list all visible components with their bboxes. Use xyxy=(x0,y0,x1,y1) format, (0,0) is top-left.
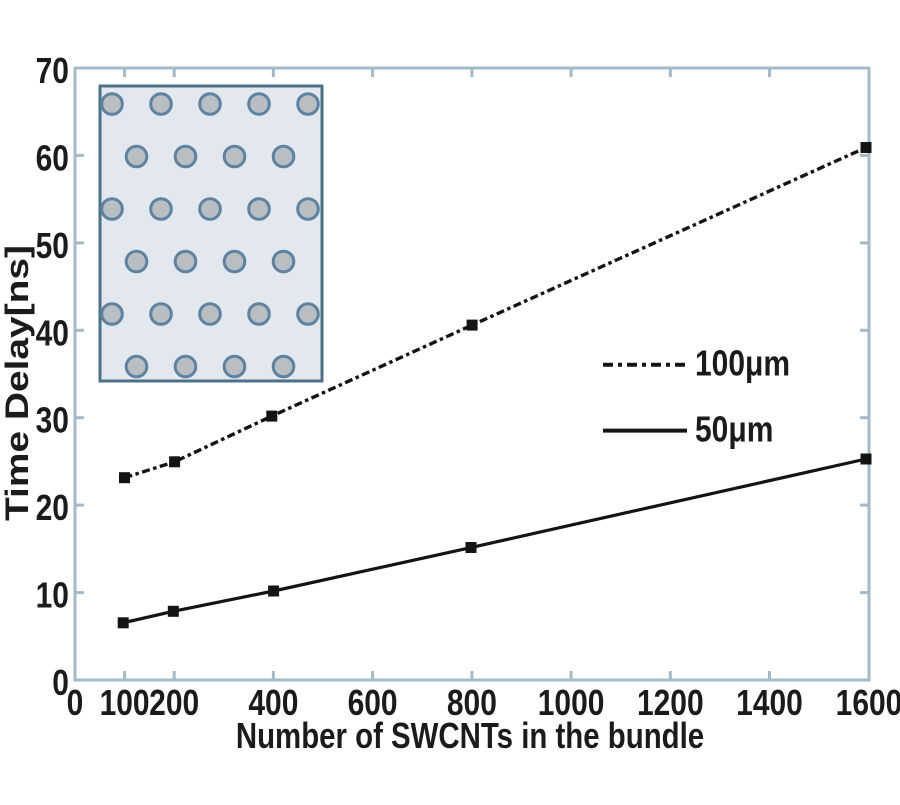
svg-text:Number of SWCNTs in the bundle: Number of SWCNTs in the bundle xyxy=(236,716,704,756)
svg-text:20: 20 xyxy=(36,489,69,529)
svg-text:1400: 1400 xyxy=(736,683,803,723)
svg-text:50: 50 xyxy=(36,226,69,266)
svg-text:0: 0 xyxy=(67,683,84,723)
svg-text:50μm: 50μm xyxy=(695,410,773,450)
svg-text:800: 800 xyxy=(447,683,497,723)
svg-text:100: 100 xyxy=(100,683,150,723)
svg-text:1200: 1200 xyxy=(637,683,704,723)
svg-text:200: 200 xyxy=(149,683,199,723)
svg-text:100μm: 100μm xyxy=(695,344,790,384)
svg-text:Time Delay[ns]: Time Delay[ns] xyxy=(0,245,36,521)
svg-text:60: 60 xyxy=(36,139,69,179)
svg-text:600: 600 xyxy=(348,683,398,723)
svg-text:1600: 1600 xyxy=(836,683,900,723)
svg-text:400: 400 xyxy=(248,683,298,723)
svg-text:70: 70 xyxy=(36,51,69,91)
svg-text:30: 30 xyxy=(36,401,69,441)
svg-text:0: 0 xyxy=(52,663,69,703)
svg-text:40: 40 xyxy=(36,314,69,354)
svg-text:10: 10 xyxy=(36,576,69,616)
svg-text:1000: 1000 xyxy=(538,683,605,723)
